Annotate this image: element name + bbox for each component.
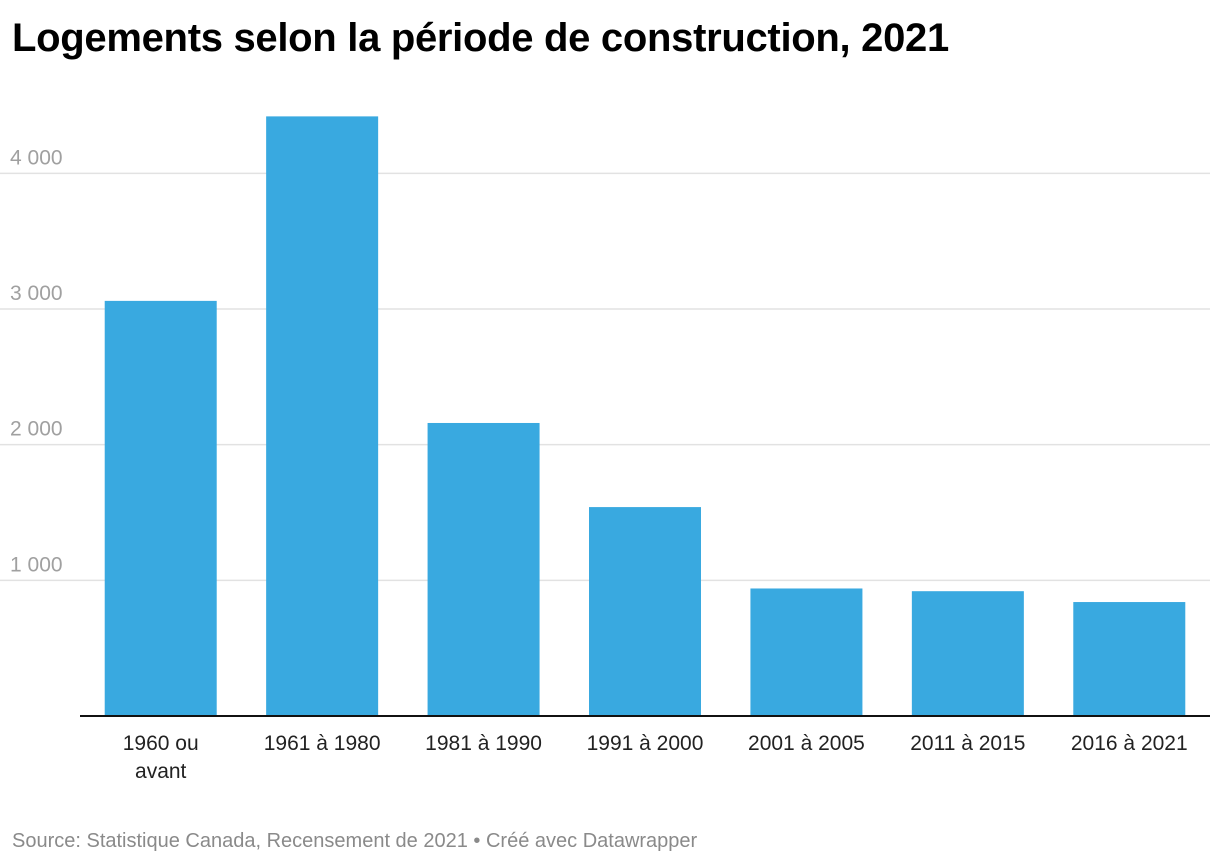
footer: Source: Statistique Canada, Recensement … bbox=[12, 830, 697, 853]
x-category-label: 2016 à 2021 bbox=[1071, 732, 1188, 755]
x-category-label-line: 1991 à 2000 bbox=[587, 732, 704, 755]
bars bbox=[104, 116, 1186, 716]
x-category-label: 1991 à 2000 bbox=[587, 732, 704, 755]
x-category-label-line: 1960 ou bbox=[123, 732, 199, 755]
x-category-labels: 1960 ou avant 1961 à 1980 1981 à 1990 1991 à… bbox=[123, 732, 1188, 783]
x-category-label: 1961 à 1980 bbox=[264, 732, 381, 755]
bar bbox=[104, 300, 217, 716]
x-category-label-line: 1961 à 1980 bbox=[264, 732, 381, 755]
x-category-label-line: 1981 à 1990 bbox=[425, 732, 542, 755]
y-tick-labels: 1 000 2 000 3 000 4 000 bbox=[10, 146, 63, 576]
x-category-label-line: 2001 à 2005 bbox=[748, 732, 865, 755]
chart-title: Logements selon la période de constructi… bbox=[12, 16, 949, 60]
bar bbox=[750, 588, 863, 716]
x-category-label: 1981 à 1990 bbox=[425, 732, 542, 755]
x-category-label-line: 2016 à 2021 bbox=[1071, 732, 1188, 755]
footer-separator: • bbox=[467, 830, 486, 852]
x-category-label-line: avant bbox=[135, 760, 187, 783]
y-tick-label: 2 000 bbox=[10, 418, 63, 441]
bar bbox=[911, 591, 1024, 716]
x-category-label-line: 2011 à 2015 bbox=[910, 732, 1025, 755]
y-tick-label: 3 000 bbox=[10, 282, 63, 305]
bar bbox=[427, 422, 540, 716]
y-tick-label: 1 000 bbox=[10, 553, 63, 576]
credit-text: Créé avec Datawrapper bbox=[485, 830, 698, 852]
x-category-label: 1960 ou avant bbox=[123, 732, 199, 783]
bar bbox=[266, 116, 379, 716]
x-category-label: 2011 à 2015 bbox=[910, 732, 1025, 755]
bar bbox=[1073, 602, 1186, 716]
y-tick-label: 4 000 bbox=[10, 146, 63, 169]
source-text: Source: Statistique Canada, Recensement … bbox=[12, 830, 468, 852]
x-category-label: 2001 à 2005 bbox=[748, 732, 865, 755]
bar bbox=[589, 507, 701, 716]
